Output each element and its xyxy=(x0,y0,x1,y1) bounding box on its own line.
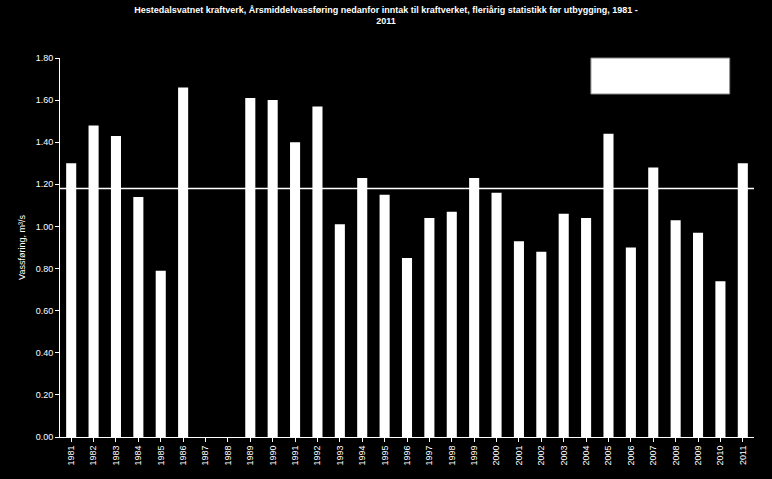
svg-text:1983: 1983 xyxy=(111,446,121,466)
svg-text:2002: 2002 xyxy=(536,446,546,466)
svg-text:Hestedalsvatnet kraftverk, Års: Hestedalsvatnet kraftverk, Årsmiddelvass… xyxy=(134,5,638,27)
svg-text:1993: 1993 xyxy=(335,446,345,466)
svg-text:1996: 1996 xyxy=(402,446,412,466)
svg-text:1982: 1982 xyxy=(89,446,99,466)
svg-text:1.20: 1.20 xyxy=(36,179,54,189)
svg-text:1994: 1994 xyxy=(357,446,367,466)
svg-text:1986: 1986 xyxy=(178,446,188,466)
svg-text:1991: 1991 xyxy=(290,446,300,466)
svg-text:2011: 2011 xyxy=(738,446,748,465)
svg-text:0.20: 0.20 xyxy=(36,390,54,400)
svg-text:1992: 1992 xyxy=(312,446,322,466)
svg-text:1.40: 1.40 xyxy=(36,137,54,147)
svg-text:1999: 1999 xyxy=(469,446,479,466)
svg-text:1.80: 1.80 xyxy=(36,53,54,63)
svg-text:2008: 2008 xyxy=(671,446,681,466)
svg-text:1988: 1988 xyxy=(223,446,233,466)
svg-text:2000: 2000 xyxy=(491,446,501,466)
svg-text:0.00: 0.00 xyxy=(36,432,54,442)
svg-text:2005: 2005 xyxy=(603,446,613,466)
svg-text:1995: 1995 xyxy=(380,446,390,466)
svg-text:1997: 1997 xyxy=(424,446,434,466)
svg-text:1.00: 1.00 xyxy=(36,222,54,232)
svg-text:2006: 2006 xyxy=(626,446,636,466)
svg-text:0.80: 0.80 xyxy=(36,264,54,274)
svg-text:1984: 1984 xyxy=(133,446,143,466)
svg-text:0.40: 0.40 xyxy=(36,348,54,358)
svg-text:1985: 1985 xyxy=(156,446,166,466)
svg-text:1981: 1981 xyxy=(66,446,76,466)
svg-text:2001: 2001 xyxy=(514,446,524,466)
svg-text:2004: 2004 xyxy=(581,446,591,466)
svg-text:1987: 1987 xyxy=(200,446,210,466)
svg-text:1.60: 1.60 xyxy=(36,95,54,105)
svg-text:2007: 2007 xyxy=(648,446,658,466)
svg-text:1998: 1998 xyxy=(447,446,457,466)
svg-text:2003: 2003 xyxy=(559,446,569,466)
svg-text:1990: 1990 xyxy=(268,446,278,466)
svg-text:2010: 2010 xyxy=(715,446,725,466)
svg-text:1989: 1989 xyxy=(245,446,255,466)
svg-text:Vassføring, m³/s: Vassføring, m³/s xyxy=(17,215,27,280)
svg-text:2009: 2009 xyxy=(693,446,703,466)
svg-text:0.60: 0.60 xyxy=(36,306,54,316)
